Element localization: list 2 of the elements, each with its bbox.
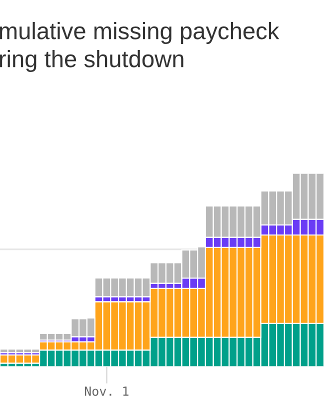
x-tick-label: Nov. 1 <box>84 386 128 396</box>
chart-title: mulative missing paycheck ring the shutdown <box>0 22 280 72</box>
